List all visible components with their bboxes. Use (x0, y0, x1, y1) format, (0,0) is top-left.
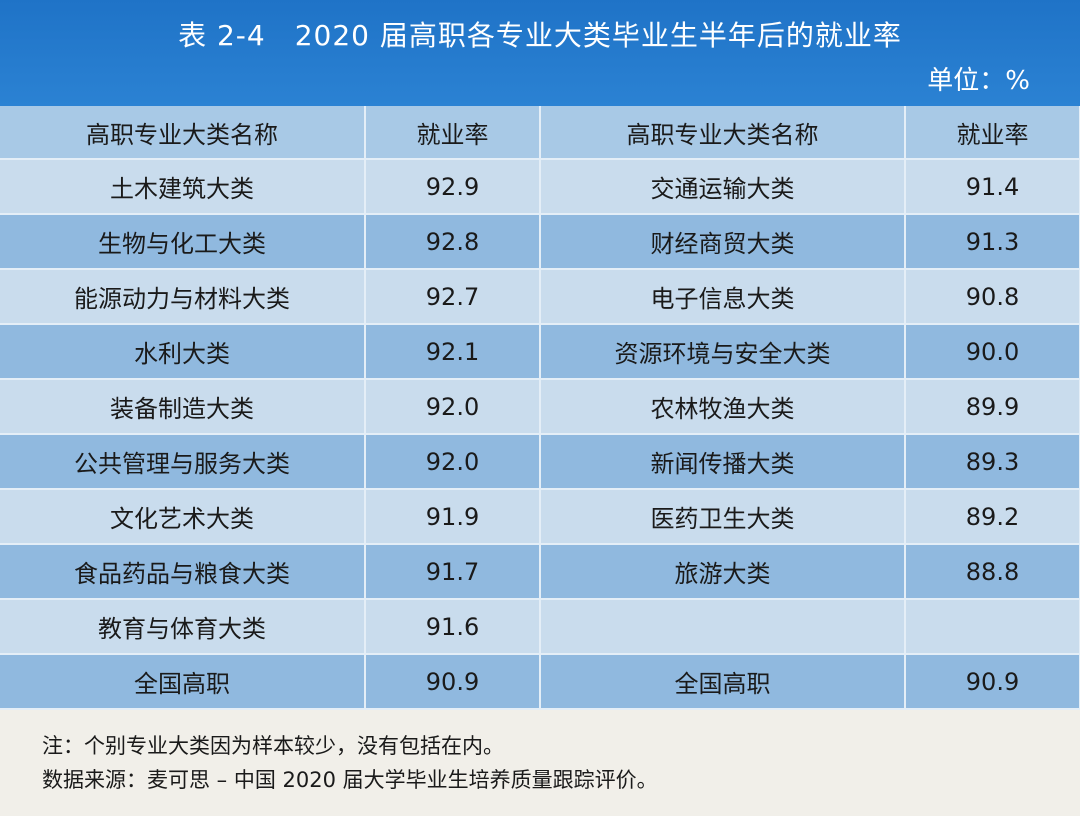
column-header: 就业率 (905, 106, 1080, 160)
rate-cell: 92.1 (365, 324, 541, 380)
table-row: 文化艺术大类 91.9 医药卫生大类 89.2 (0, 489, 1080, 545)
category-cell: 农林牧渔大类 (540, 379, 906, 435)
title-bar: 表 2-4 2020 届高职各专业大类毕业生半年后的就业率 单位：% (0, 0, 1080, 106)
category-cell: 医药卫生大类 (540, 489, 906, 545)
table-row: 装备制造大类 92.0 农林牧渔大类 89.9 (0, 379, 1080, 435)
rate-cell: 90.9 (365, 654, 541, 710)
rate-cell: 92.8 (365, 214, 541, 270)
rate-cell (905, 599, 1080, 655)
rate-cell: 92.7 (365, 269, 541, 325)
table-row: 食品药品与粮食大类 91.7 旅游大类 88.8 (0, 544, 1080, 600)
table-row: 水利大类 92.1 资源环境与安全大类 90.0 (0, 324, 1080, 380)
rate-cell: 89.3 (905, 434, 1080, 490)
table-row: 全国高职 90.9 全国高职 90.9 (0, 654, 1080, 710)
rate-cell: 89.9 (905, 379, 1080, 435)
category-cell (540, 599, 906, 655)
table-row: 高职专业大类名称 就业率 高职专业大类名称 就业率 (0, 106, 1080, 160)
category-cell: 交通运输大类 (540, 159, 906, 215)
rate-cell: 92.0 (365, 434, 541, 490)
category-cell: 全国高职 (540, 654, 906, 710)
data-table: 高职专业大类名称 就业率 高职专业大类名称 就业率 土木建筑大类 92.9 交通运输大类 91… (0, 106, 1080, 710)
rate-cell: 91.6 (365, 599, 541, 655)
rate-cell: 91.4 (905, 159, 1080, 215)
category-cell: 食品药品与粮食大类 (0, 544, 366, 600)
category-cell: 全国高职 (0, 654, 366, 710)
category-cell: 资源环境与安全大类 (540, 324, 906, 380)
table-row: 教育与体育大类 91.6 (0, 599, 1080, 655)
category-cell: 生物与化工大类 (0, 214, 366, 270)
category-cell: 电子信息大类 (540, 269, 906, 325)
unit-label: 单位：% (927, 66, 1030, 96)
source-note: 数据来源：麦可思 – 中国 2020 届大学毕业生培养质量跟踪评价。 (42, 768, 658, 792)
category-cell: 旅游大类 (540, 544, 906, 600)
rate-cell: 91.7 (365, 544, 541, 600)
rate-cell: 91.3 (905, 214, 1080, 270)
table-row: 土木建筑大类 92.9 交通运输大类 91.4 (0, 159, 1080, 215)
table-title: 表 2-4 2020 届高职各专业大类毕业生半年后的就业率 (178, 19, 902, 52)
column-header: 就业率 (365, 106, 541, 160)
column-header: 高职专业大类名称 (540, 106, 906, 160)
column-header: 高职专业大类名称 (0, 106, 366, 160)
category-cell: 装备制造大类 (0, 379, 366, 435)
category-cell: 土木建筑大类 (0, 159, 366, 215)
rate-cell: 88.8 (905, 544, 1080, 600)
rate-cell: 89.2 (905, 489, 1080, 545)
rate-cell: 92.9 (365, 159, 541, 215)
rate-cell: 90.8 (905, 269, 1080, 325)
rate-cell: 90.0 (905, 324, 1080, 380)
category-cell: 教育与体育大类 (0, 599, 366, 655)
note: 注：个别专业大类因为样本较少，没有包括在内。 (42, 734, 504, 758)
rate-cell: 91.9 (365, 489, 541, 545)
category-cell: 文化艺术大类 (0, 489, 366, 545)
category-cell: 能源动力与材料大类 (0, 269, 366, 325)
table-row: 公共管理与服务大类 92.0 新闻传播大类 89.3 (0, 434, 1080, 490)
table-row: 生物与化工大类 92.8 财经商贸大类 91.3 (0, 214, 1080, 270)
category-cell: 公共管理与服务大类 (0, 434, 366, 490)
rate-cell: 92.0 (365, 379, 541, 435)
category-cell: 新闻传播大类 (540, 434, 906, 490)
table-body: 高职专业大类名称 就业率 高职专业大类名称 就业率 土木建筑大类 92.9 交通运输大类 91… (0, 106, 1080, 710)
table-row: 能源动力与材料大类 92.7 电子信息大类 90.8 (0, 269, 1080, 325)
category-cell: 水利大类 (0, 324, 366, 380)
category-cell: 财经商贸大类 (540, 214, 906, 270)
rate-cell: 90.9 (905, 654, 1080, 710)
